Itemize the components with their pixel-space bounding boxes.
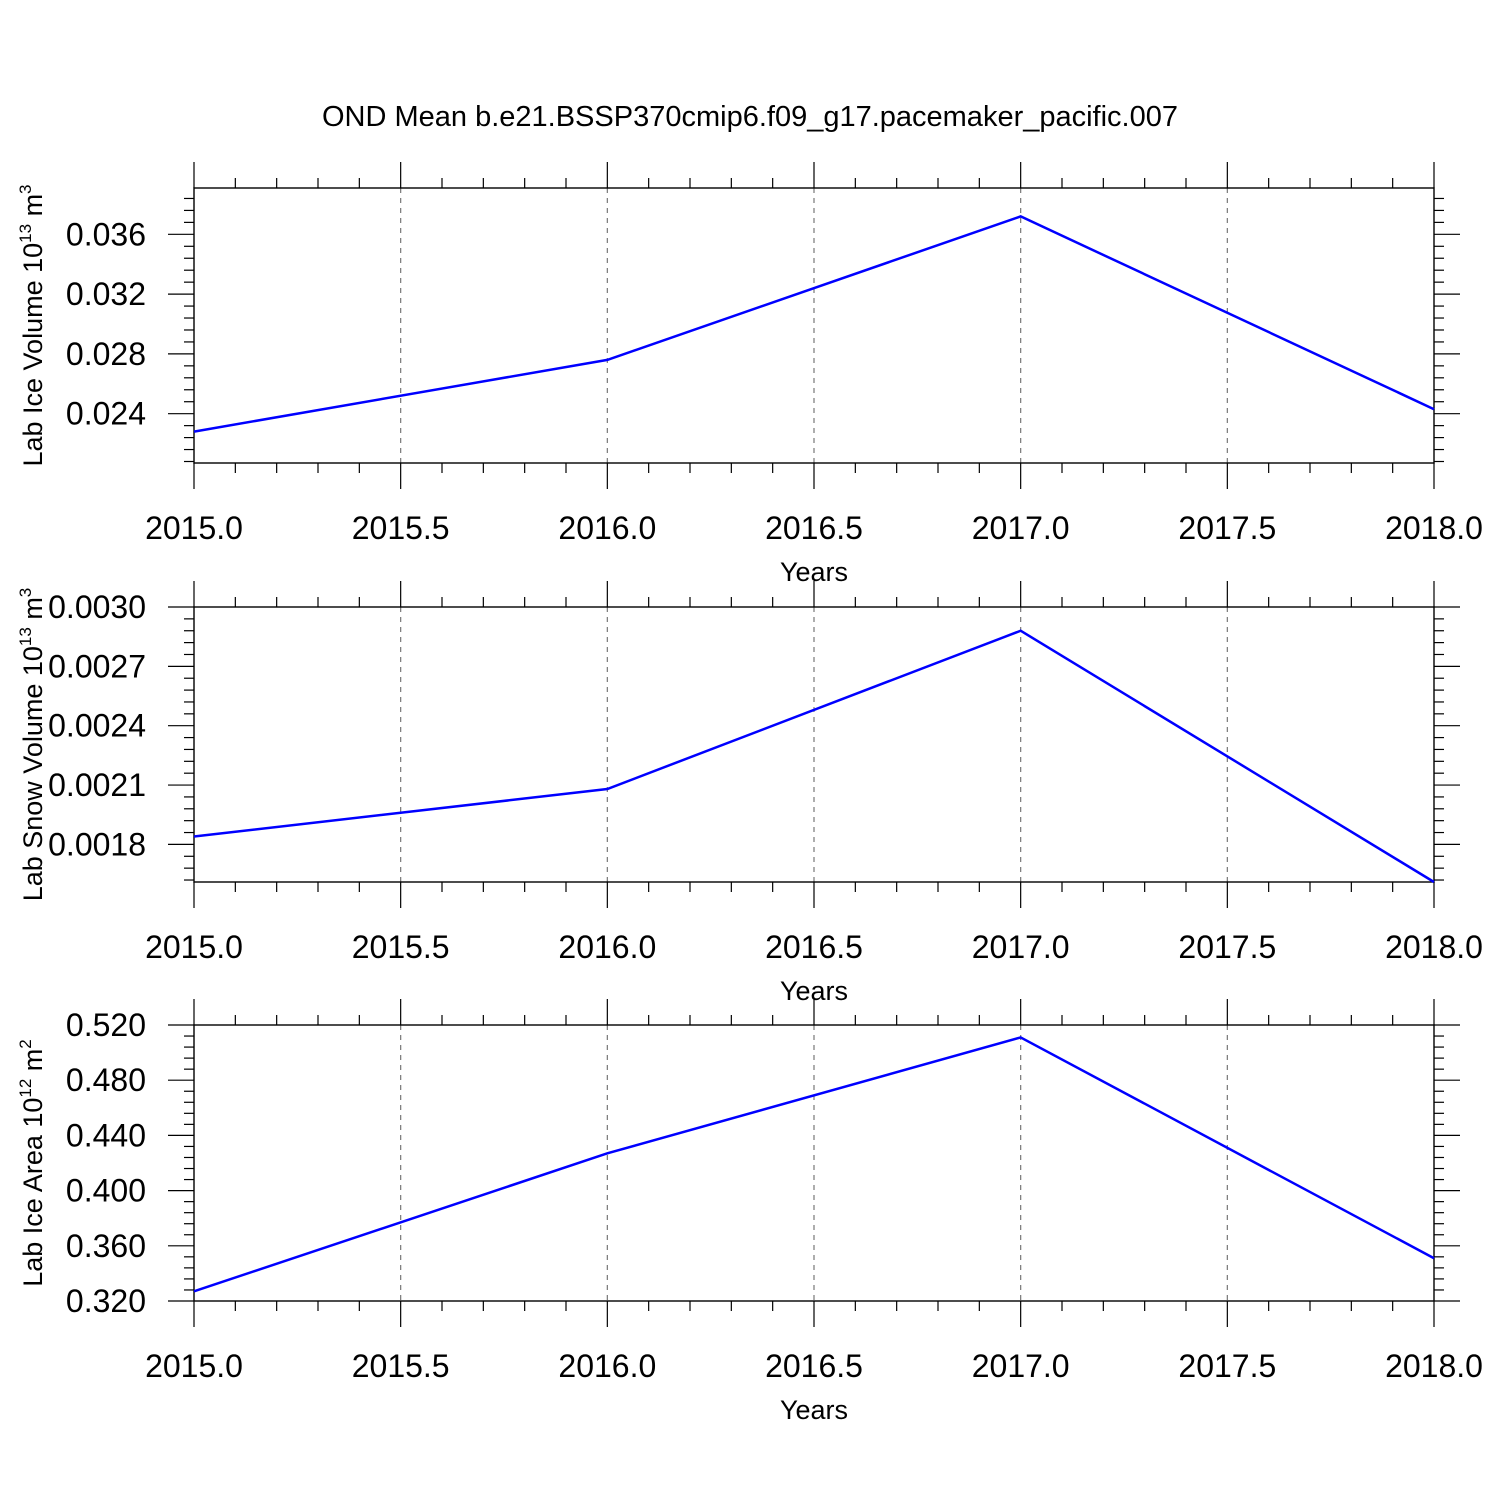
x-tick-label: 2018.0 (1385, 1348, 1483, 1384)
series-line (193, 629, 1435, 884)
y-tick-label: 0.0018 (48, 826, 146, 862)
y-tick-label: 0.028 (66, 336, 146, 372)
y-tick-label: 0.480 (66, 1062, 146, 1098)
y-tick-label: 0.320 (66, 1283, 146, 1319)
x-tick-label: 2015.0 (145, 929, 243, 965)
y-tick-label: 0.400 (66, 1173, 146, 1209)
y-tick-label: 0.032 (66, 276, 146, 312)
x-tick-label: 2017.0 (972, 510, 1070, 546)
y-tick-label: 0.520 (66, 1007, 146, 1043)
chart-panel-3: 2015.0 2015.5 2016.0 2016.5 2017.0 2017.5 2018… (16, 999, 1483, 1425)
x-tick-label: 2016.0 (558, 510, 656, 546)
x-tick-label: 2017.0 (972, 1348, 1070, 1384)
y-tick-label: 0.360 (66, 1228, 146, 1264)
y-axis-label: Lab Snow Volume 1013 m3 (16, 588, 48, 902)
y-tick-label: 0.036 (66, 216, 146, 252)
x-tick-label: 2016.5 (765, 929, 863, 965)
x-axis-label: Years (780, 1395, 848, 1425)
x-tick-label: 2017.5 (1178, 929, 1276, 965)
figure-title: OND Mean b.e21.BSSP370cmip6.f09_g17.pace… (322, 101, 1178, 133)
x-tick-label: 2016.0 (558, 1348, 656, 1384)
x-tick-label: 2015.5 (352, 510, 450, 546)
x-tick-label: 2018.0 (1385, 929, 1483, 965)
x-tick-label: 2017.5 (1178, 1348, 1276, 1384)
y-tick-label: 0.024 (66, 396, 146, 432)
x-tick-label: 2018.0 (1385, 510, 1483, 546)
y-axis-label: Lab Ice Area 1012 m2 (16, 1039, 48, 1287)
x-tick-label: 2017.0 (972, 929, 1070, 965)
chart-panel-2: 2015.0 2015.5 2016.0 2016.5 2017.0 2017.5 2018… (16, 581, 1483, 1006)
x-tick-label: 2016.0 (558, 929, 656, 965)
x-tick-label: 2015.0 (145, 1348, 243, 1384)
y-tick-label: 0.0027 (48, 648, 146, 684)
x-tick-label: 2015.0 (145, 510, 243, 546)
x-tick-label: 2016.5 (765, 1348, 863, 1384)
y-tick-label: 0.440 (66, 1117, 146, 1153)
x-tick-label: 2015.5 (352, 929, 450, 965)
chart-panel-1: 2015.0 2015.5 2016.0 2016.5 2017.0 2017.5 2018… (16, 162, 1483, 587)
y-tick-label: 0.0030 (48, 589, 146, 625)
y-tick-label: 0.0021 (48, 767, 146, 803)
x-tick-label: 2016.5 (765, 510, 863, 546)
series-line (193, 1036, 1435, 1293)
x-tick-label: 2017.5 (1178, 510, 1276, 546)
y-axis-label: Lab Ice Volume 1013 m3 (16, 184, 48, 466)
x-tick-label: 2015.5 (352, 1348, 450, 1384)
y-tick-label: 0.0024 (48, 708, 146, 744)
series-line (193, 215, 1435, 433)
